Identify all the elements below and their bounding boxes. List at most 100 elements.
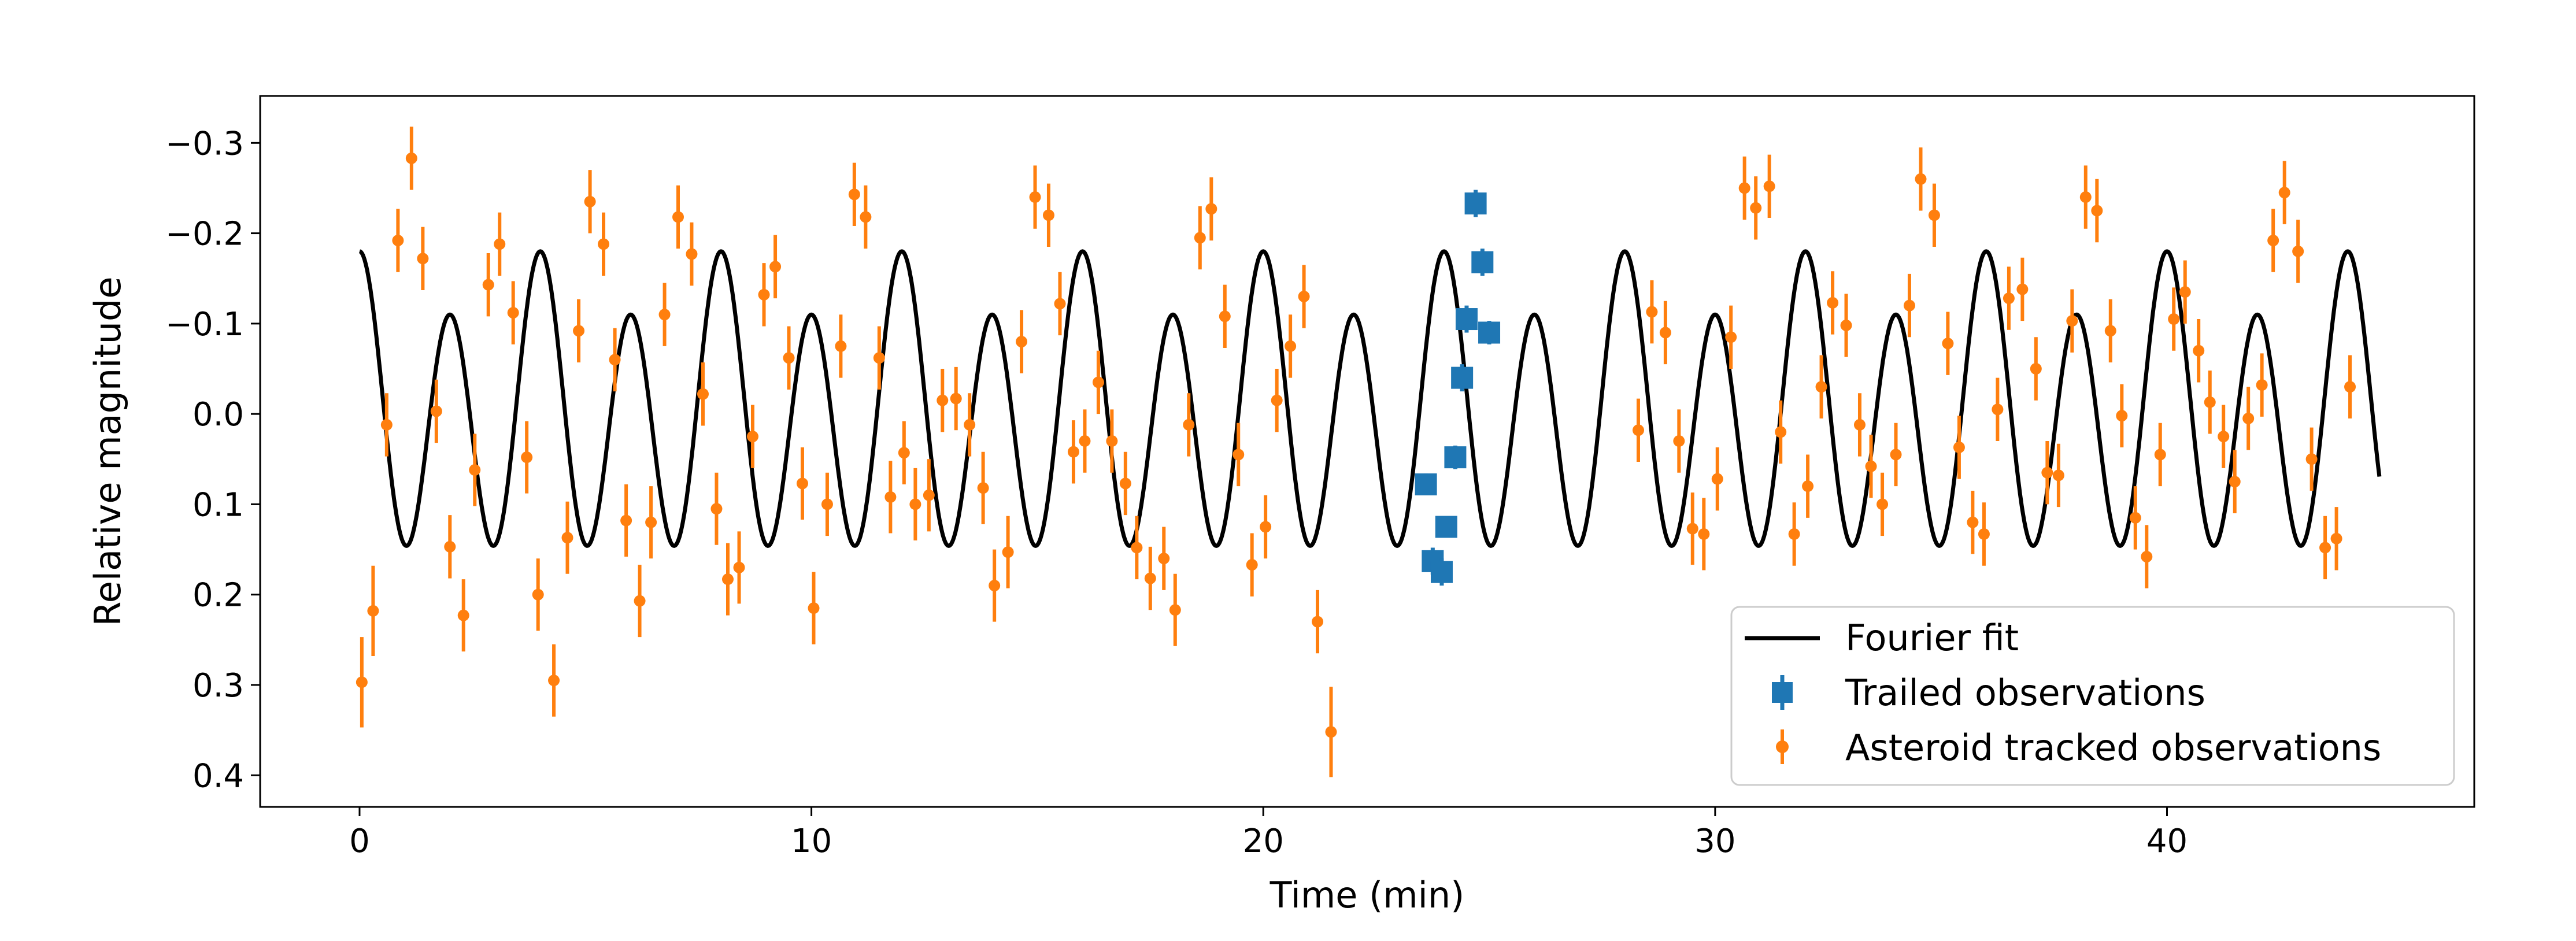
tracked-observation-point — [1992, 377, 2004, 442]
tracked-marker — [1158, 553, 1170, 565]
tracked-observation-point — [561, 501, 573, 574]
tracked-marker — [848, 188, 860, 201]
tracked-observation-point — [1750, 176, 1762, 240]
tracked-marker — [1016, 336, 1028, 348]
tracked-observation-point — [710, 472, 723, 545]
tracked-layer — [356, 127, 2356, 777]
legend-fit-label: Fourier fit — [1845, 617, 2019, 659]
trailed-observation-point — [1464, 190, 1487, 217]
tracked-marker — [769, 261, 782, 273]
tracked-observation-point — [1673, 409, 1685, 473]
tracked-marker — [796, 477, 808, 490]
tracked-observation-point — [2104, 299, 2116, 363]
tracked-marker — [1802, 480, 1814, 492]
tracked-marker — [2016, 283, 2029, 295]
tracked-marker — [2229, 476, 2241, 488]
tracked-observation-point — [1802, 454, 1814, 518]
tracked-observation-point — [2168, 287, 2180, 351]
tracked-marker — [1942, 338, 1954, 350]
tracked-observation-point — [1029, 165, 1041, 229]
tracked-marker — [2141, 551, 2153, 563]
tracked-marker — [1632, 424, 1644, 436]
tracked-marker — [1865, 460, 1877, 472]
tracked-observation-point — [1967, 490, 1979, 554]
tracked-marker — [977, 482, 989, 494]
tracked-observation-point — [380, 393, 393, 457]
tracked-marker — [457, 609, 469, 621]
tracked-observation-point — [1632, 398, 1644, 462]
tracked-observation-point — [746, 405, 758, 468]
tracked-observation-point — [1738, 156, 1750, 220]
tracked-marker — [758, 288, 770, 301]
y-tick-label: −0.3 — [165, 125, 244, 162]
tracked-marker — [1903, 299, 1915, 312]
trailed-observation-point — [1435, 516, 1457, 538]
tracked-observation-point — [1815, 355, 1827, 418]
tracked-marker — [2242, 412, 2255, 424]
tracked-observation-point — [507, 281, 519, 344]
tracked-marker — [2052, 469, 2064, 481]
tracked-observation-point — [964, 393, 976, 457]
trailed-marker — [1471, 251, 1494, 273]
tracked-marker — [417, 253, 429, 265]
tracked-marker — [1144, 572, 1156, 584]
tracked-marker — [1815, 381, 1827, 393]
x-tick-label: 20 — [1243, 823, 1284, 860]
tracked-observation-point — [1169, 573, 1181, 646]
tracked-observation-point — [482, 253, 494, 317]
trailed-observation-point — [1415, 473, 1437, 496]
x-tick-label: 30 — [1694, 823, 1735, 860]
tracked-marker — [898, 447, 910, 459]
tracked-observation-point — [1312, 590, 1324, 654]
legend-trailed-label: Trailed observations — [1845, 672, 2205, 714]
tracked-observation-point — [457, 579, 469, 652]
tracked-marker — [1711, 473, 1723, 485]
tracked-observation-point — [1763, 154, 1775, 218]
tracked-marker — [1646, 306, 1658, 318]
tracked-marker — [507, 307, 519, 319]
tracked-marker — [2154, 449, 2166, 461]
tracked-marker — [783, 352, 795, 364]
tracked-observation-point — [2204, 371, 2216, 434]
tracked-marker — [2041, 466, 2053, 479]
x-axis-ticks: 0 10 20 30 40 — [349, 807, 2188, 860]
tracked-observation-point — [697, 362, 709, 426]
tracked-marker — [645, 516, 657, 528]
trailed-observation-point — [1455, 305, 1478, 333]
tracked-observation-point — [609, 328, 621, 392]
tracked-marker — [430, 405, 442, 417]
tracked-observation-point — [989, 549, 1001, 622]
tracked-observation-point — [733, 531, 745, 604]
tracked-marker — [1002, 546, 1014, 558]
tracked-observation-point — [2179, 260, 2191, 324]
tracked-observation-point — [1016, 310, 1028, 373]
tracked-marker — [710, 503, 723, 515]
tracked-marker — [1877, 498, 1889, 510]
tracked-observation-point — [2154, 423, 2166, 487]
tracked-observation-point — [469, 434, 481, 506]
tracked-observation-point — [848, 162, 860, 227]
tracked-marker — [1738, 182, 1750, 194]
tracked-observation-point — [2079, 165, 2092, 229]
tracked-marker — [444, 540, 456, 553]
tracked-marker — [697, 388, 709, 400]
tracked-marker — [1659, 327, 1671, 339]
tracked-observation-point — [1205, 177, 1217, 241]
tracked-marker — [1686, 523, 1698, 535]
tracked-observation-point — [860, 185, 872, 249]
tracked-observation-point — [532, 558, 544, 631]
tracked-observation-point — [835, 314, 847, 378]
tracked-marker — [1271, 394, 1283, 406]
tracked-observation-point — [1646, 280, 1658, 344]
trailed-observation-point — [1451, 364, 1474, 392]
tracked-marker — [573, 325, 585, 337]
x-tick-label: 10 — [791, 823, 832, 860]
tracked-marker — [1312, 616, 1324, 628]
tracked-marker — [561, 532, 573, 544]
tracked-marker — [2278, 187, 2290, 199]
tracked-marker — [1725, 331, 1737, 343]
trailed-marker — [1430, 561, 1453, 583]
y-tick-label: 0.2 — [193, 577, 244, 614]
tracked-marker — [380, 418, 393, 431]
y-tick-label: −0.1 — [165, 306, 244, 343]
